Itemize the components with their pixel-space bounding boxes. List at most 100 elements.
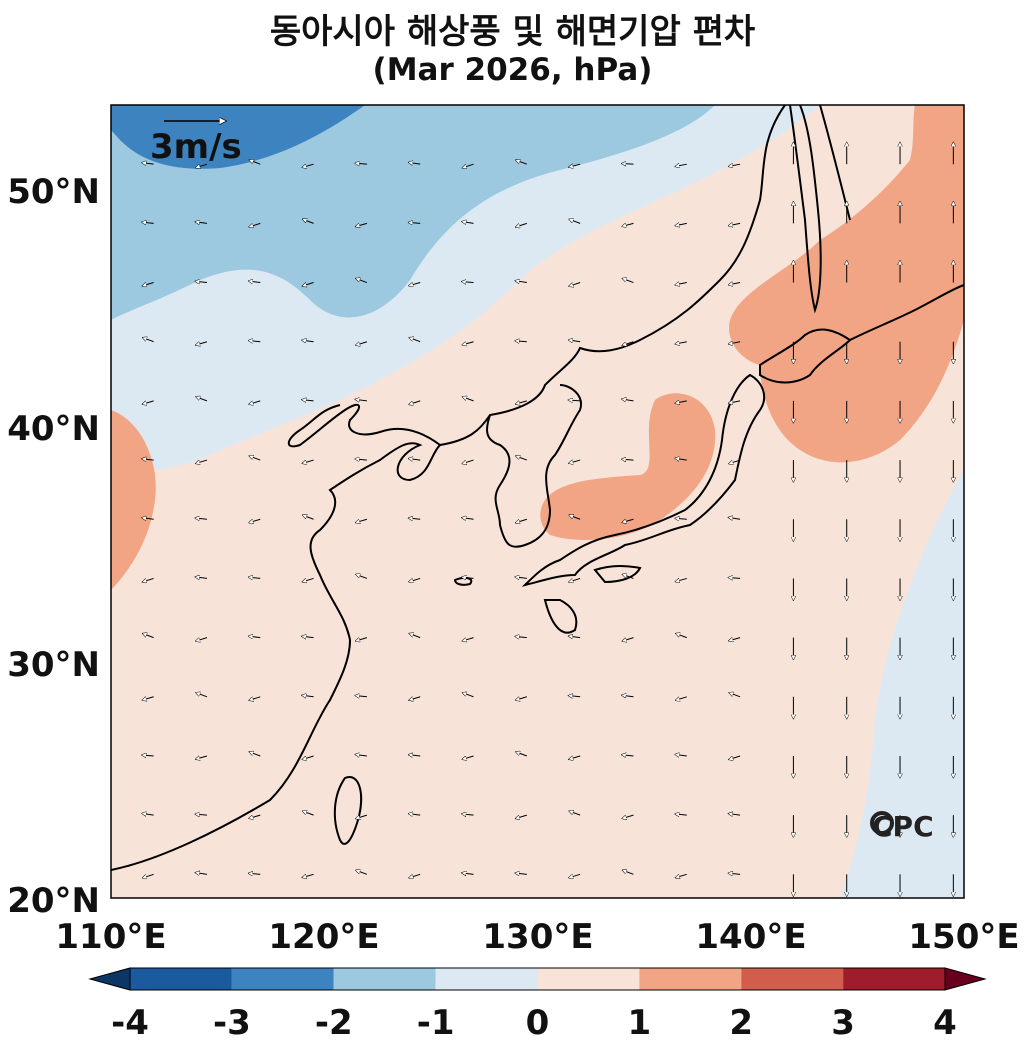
wind-arrow (142, 755, 154, 756)
colorbar-swatch (333, 968, 436, 990)
colorbar-swatch (231, 968, 334, 990)
wind-arrow (675, 164, 687, 166)
wind-arrow (355, 754, 367, 756)
cpc-logo: CPC (870, 810, 934, 843)
wind-arrow (142, 338, 154, 343)
wind-arrow (622, 518, 634, 522)
map-title: 동아시아 해상풍 및 해면기압 편차 (269, 12, 756, 52)
wind-arrow (196, 163, 208, 168)
wind-arrow (568, 340, 581, 342)
wind-arrow (195, 341, 208, 345)
wind-arrow (195, 518, 208, 519)
wind-arrow (729, 637, 741, 641)
colorbar-tick-label: 1 (628, 1003, 652, 1043)
anomaly-neg2-to-neg1 (111, 105, 715, 320)
wind-arrow (462, 693, 474, 698)
wind-arrow (569, 459, 581, 463)
wind-arrow (568, 696, 581, 697)
wind-arrow (355, 637, 368, 641)
wind-arrow (142, 222, 154, 223)
wind-arrow (408, 814, 421, 816)
wind-arrow (622, 695, 634, 697)
wind-arrow (462, 459, 474, 464)
coastlines (111, 105, 964, 871)
cpc-logo-text: CPC (872, 810, 934, 843)
wind-arrow (196, 693, 208, 698)
wind-arrow (515, 577, 527, 579)
wind-arrow (729, 459, 741, 464)
wind-arrow (462, 222, 474, 224)
wind-arrow (675, 814, 687, 815)
wind-arrow (196, 637, 208, 642)
wind-arrow (462, 341, 474, 345)
wind-arrow (729, 755, 741, 760)
wind-arrow (569, 282, 581, 287)
wind-arrow (249, 518, 261, 522)
wind-arrow (356, 574, 368, 579)
wind-arrow (569, 755, 581, 759)
wind-arrow (302, 459, 314, 463)
colorbar-border (129, 967, 946, 991)
wind-arrow (142, 400, 154, 404)
wind-arrow (515, 636, 527, 637)
wind-arrow (622, 341, 634, 346)
wind-arrow (195, 459, 208, 463)
wind-arrow (621, 164, 634, 165)
colorbar-tick-label: 0 (526, 1003, 550, 1043)
wind-arrow (675, 873, 687, 877)
wind-arrow (302, 695, 314, 697)
colorbar (88, 967, 987, 991)
wind-arrow (675, 342, 687, 344)
wind-arrow (462, 282, 474, 283)
wind-arrow (622, 637, 634, 642)
wind-arrow (728, 401, 741, 403)
wind-arrow (569, 515, 581, 520)
wind-arrow (622, 399, 634, 401)
wind-arrow (728, 814, 741, 816)
wind-arrow (355, 222, 368, 226)
wind-arrow (355, 459, 367, 460)
wind-arrow (302, 282, 314, 287)
wind-arrow (462, 518, 474, 520)
wind-arrow (248, 340, 261, 341)
wind-arrow (302, 219, 314, 224)
x-tick-140e: 140°E (695, 917, 806, 957)
colorbar-labels: -4 -3 -2 -1 0 1 2 3 4 (111, 1003, 957, 1043)
wind-arrow (515, 400, 527, 404)
wind-arrow (248, 281, 261, 283)
reference-vector-label: 3m/s (150, 127, 242, 167)
wind-arrow (516, 752, 528, 757)
colorbar-tick-label: -4 (111, 1003, 149, 1043)
wind-arrow (142, 459, 154, 460)
wind-arrow (622, 755, 634, 756)
wind-arrow (675, 223, 687, 225)
reference-vector: 3m/s (150, 121, 242, 167)
wind-arrow (249, 456, 261, 461)
wind-arrow (409, 400, 421, 405)
wind-arrow (569, 873, 581, 877)
wind-arrow (249, 752, 261, 757)
wind-arrow (195, 755, 208, 759)
wind-arrow (355, 399, 367, 401)
wind-arrow (729, 693, 741, 698)
wind-arrow (728, 223, 741, 225)
colorbar-swatch (435, 968, 538, 990)
map-subtitle: (Mar 2026, hPa) (372, 52, 653, 88)
wind-arrow (462, 637, 474, 641)
x-tick-150e: 150°E (908, 917, 1019, 957)
colorbar-swatch (537, 968, 640, 990)
wind-arrow (728, 517, 741, 519)
wind-arrow (516, 456, 528, 461)
colorbar-extend-low (88, 967, 131, 991)
wind-arrow (195, 577, 208, 579)
wind-arrow (249, 222, 261, 227)
wind-arrow (728, 873, 741, 874)
anomaly-neg1-to-0-east (840, 470, 964, 898)
sea-level-pressure-field (111, 105, 964, 898)
wind-arrow (462, 577, 474, 578)
wind-arrow (675, 754, 687, 756)
colorbar-extend-high (944, 967, 987, 991)
wind-arrow (142, 873, 154, 878)
wind-arrow (248, 873, 261, 874)
